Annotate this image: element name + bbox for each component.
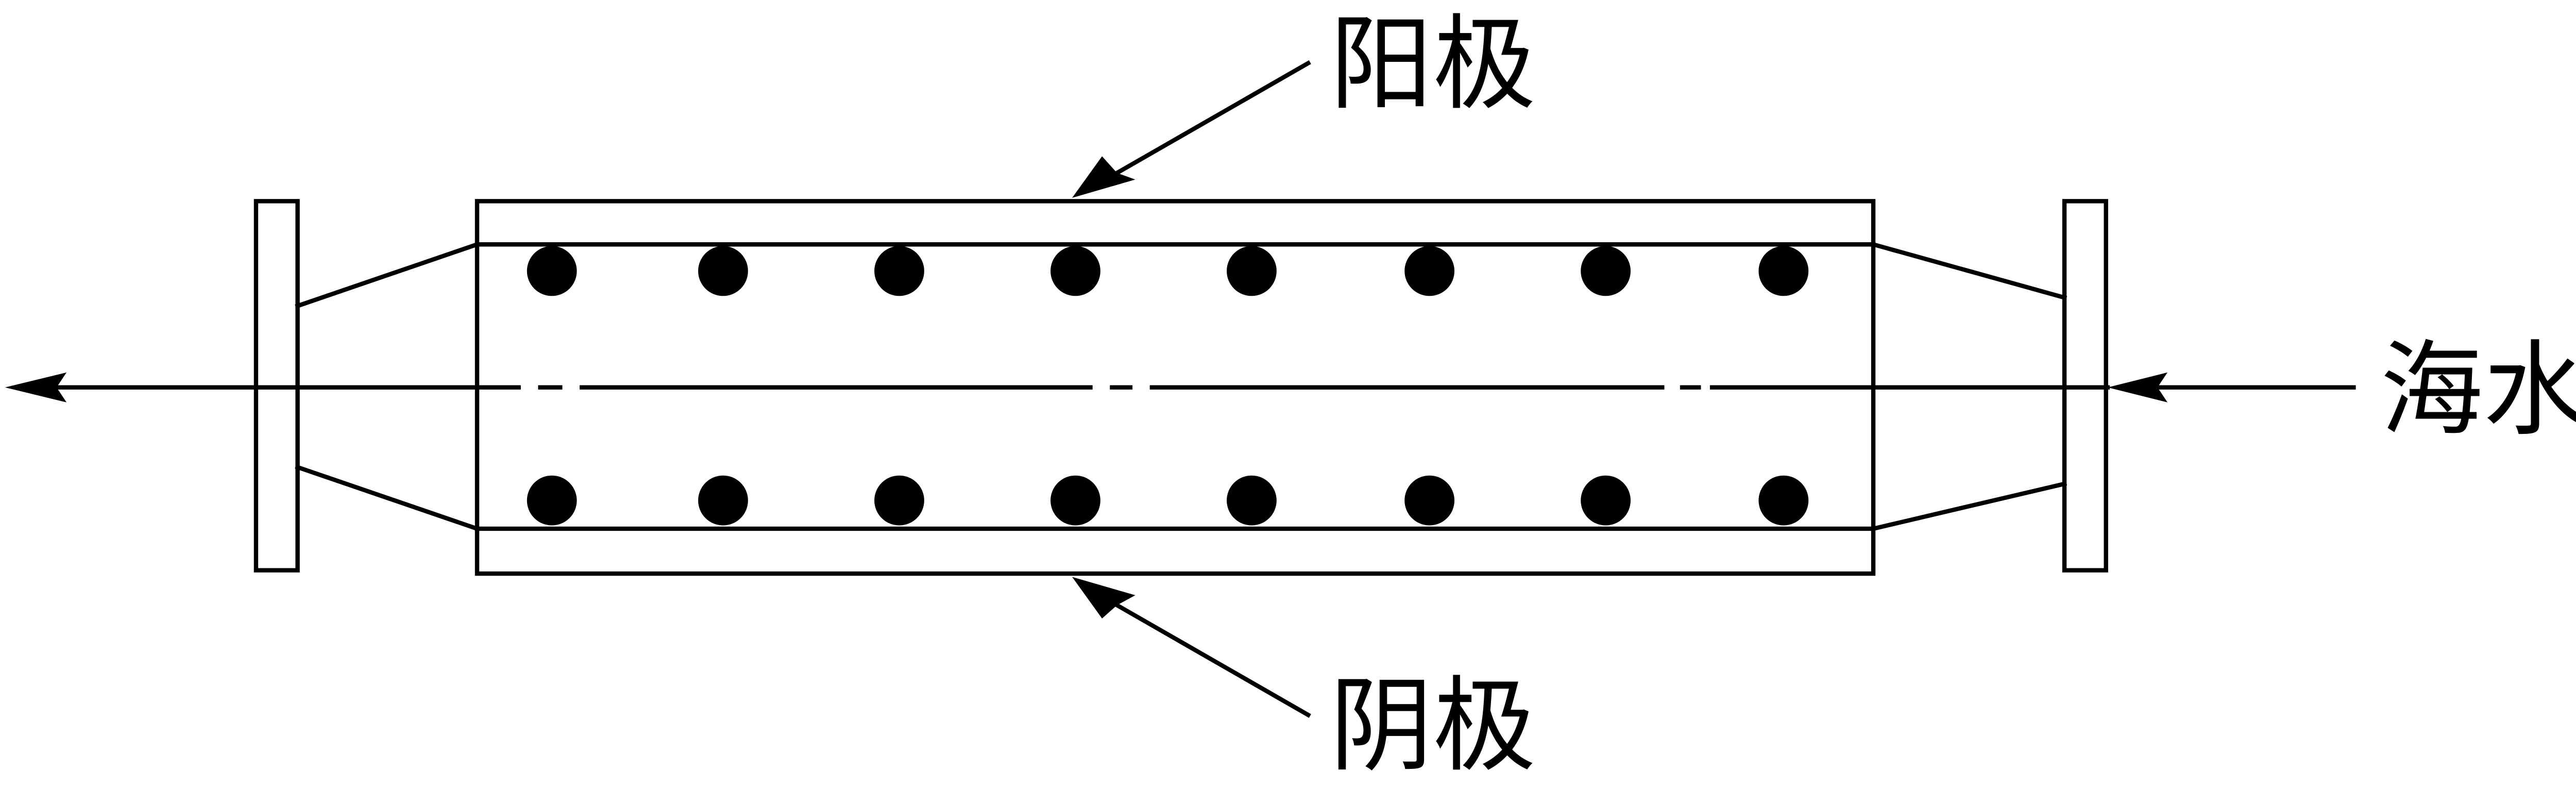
electrode-dot-bottom xyxy=(874,475,924,526)
anode-pointer-line xyxy=(1114,60,1311,176)
anode-label: 阳极 xyxy=(1330,5,1536,125)
electrode-dot-bottom xyxy=(1758,475,1809,526)
electrode-dot-top xyxy=(1758,246,1809,296)
left-taper-top xyxy=(295,241,480,309)
anode-arrowhead xyxy=(1072,156,1136,198)
left-taper-bottom xyxy=(295,464,480,532)
right-taper-top xyxy=(1870,242,2067,300)
electrode-dot-bottom xyxy=(527,475,577,526)
electrode-dot-bottom xyxy=(1581,475,1631,526)
electrode-dot-top xyxy=(1404,246,1455,296)
electrode-dot-top xyxy=(1227,246,1277,296)
outflow-arrowhead xyxy=(5,372,67,402)
electrode-dot-top xyxy=(1050,246,1100,296)
seawater-inflow-arrowhead xyxy=(2107,372,2168,402)
electrode-dot-top xyxy=(698,246,748,296)
right-taper-bottom xyxy=(1871,481,2067,531)
electrode-dot-top xyxy=(1581,246,1631,296)
seawater-label: 海水 xyxy=(2380,330,2576,450)
electrode-dot-bottom xyxy=(698,475,748,526)
cathode-arrowhead xyxy=(1072,577,1136,619)
electrode-dot-top xyxy=(527,246,577,296)
cathode-pointer-line xyxy=(1114,602,1311,718)
electrode-dot-top xyxy=(874,246,924,296)
electrode-dot-bottom xyxy=(1050,475,1100,526)
cathode-label: 阴极 xyxy=(1330,666,1536,786)
electrode-dot-bottom xyxy=(1227,475,1277,526)
electrode-dot-bottom xyxy=(1404,475,1455,526)
